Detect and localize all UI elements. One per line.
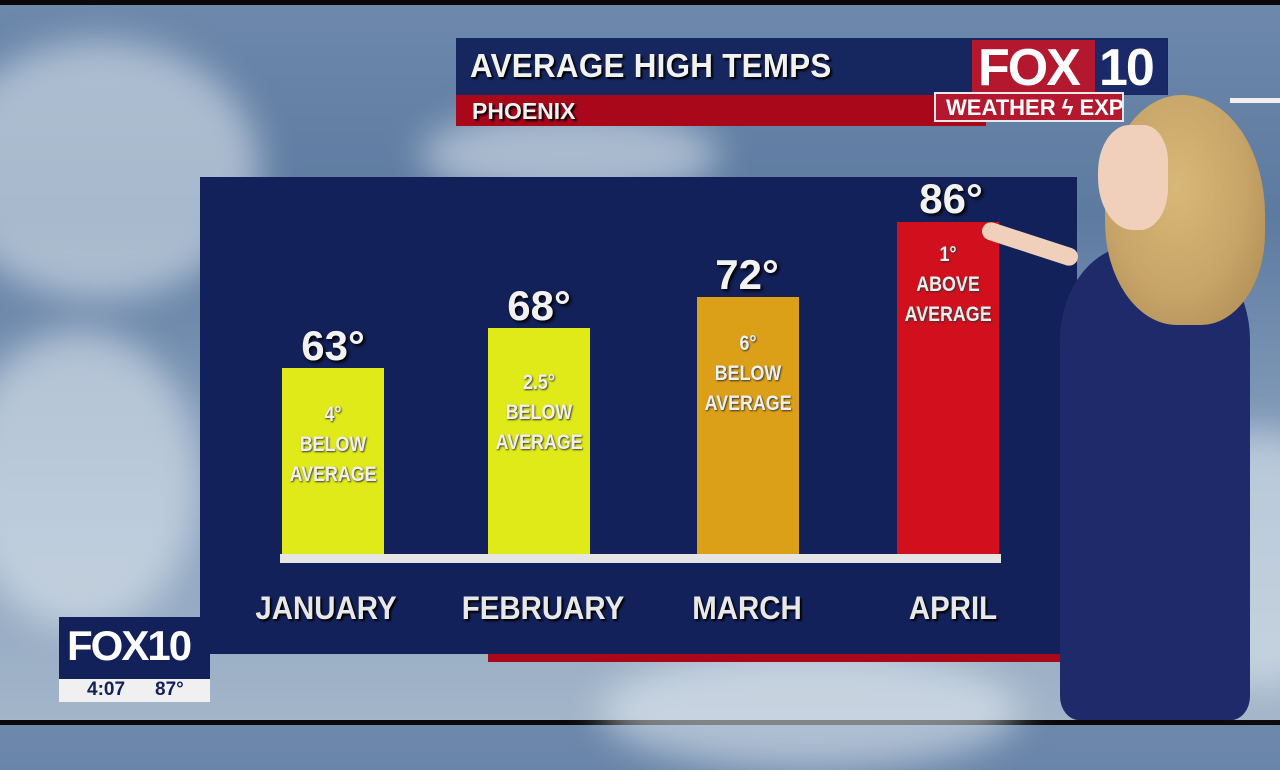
month-label-january: JANUARY <box>255 590 397 626</box>
weather-badge-text: WEATHER ϟ EXPERTS <box>946 95 1124 120</box>
cloud <box>0 330 200 630</box>
location-label: PHOENIX <box>472 98 576 124</box>
fox-logo: FOX <box>972 39 1095 97</box>
bar-average: AVERAGE <box>495 431 583 454</box>
bar-value: 72° <box>715 251 779 298</box>
bar-diff: 6° <box>739 332 757 355</box>
bar-direction: ABOVE <box>916 273 980 296</box>
meteorologist <box>979 95 1280 720</box>
page-title: AVERAGE HIGH TEMPS <box>470 47 832 84</box>
ten-logo-text: 10 <box>1099 39 1155 97</box>
bar-diff: 1° <box>939 243 957 266</box>
ten-logo: 10 <box>1095 39 1167 97</box>
month-label-march: MARCH <box>692 590 802 626</box>
bar-value: 86° <box>919 175 983 222</box>
station-logo: FOX10 <box>59 617 210 679</box>
subtitle-bar: PHOENIX <box>456 95 986 126</box>
bar-direction: BELOW <box>299 433 367 456</box>
decorative-line <box>1230 98 1280 103</box>
bar-value: 63° <box>301 322 365 369</box>
bar-diff: 2.5° <box>523 371 555 394</box>
month-label-april: APRIL <box>908 590 998 626</box>
station-info-bar: 4:07 87° <box>59 679 210 702</box>
cloud <box>600 650 1020 770</box>
bar-diff: 4° <box>324 403 342 426</box>
bar-rect: 4° BELOW AVERAGE <box>282 368 384 558</box>
presenter-face <box>1098 125 1168 230</box>
current-time: 4:07 <box>87 679 126 700</box>
fox-logo-text: FOX <box>978 39 1081 97</box>
current-temperature: 87° <box>155 679 184 700</box>
weather-experts-badge: WEATHER ϟ EXPERTS <box>934 92 1124 122</box>
bar-rect: 2.5° BELOW AVERAGE <box>488 328 590 558</box>
bar-rect: 6° BELOW AVERAGE <box>697 297 799 558</box>
bar-direction: BELOW <box>505 401 573 424</box>
bar-average: AVERAGE <box>289 463 377 486</box>
chart-baseline <box>280 554 1001 563</box>
bar-value: 68° <box>507 282 571 329</box>
presenter-body <box>1060 245 1250 720</box>
station-bug: FOX10 4:07 87° <box>59 617 210 702</box>
panel-accent-stripe <box>488 654 1078 662</box>
month-label-february: FEBRUARY <box>461 590 625 626</box>
bar-direction: BELOW <box>714 362 782 385</box>
station-logo-text: FOX10 <box>67 622 192 669</box>
bar-rect: 1° ABOVE AVERAGE <box>897 222 999 558</box>
bar-average: AVERAGE <box>904 303 992 326</box>
bar-average: AVERAGE <box>704 392 792 415</box>
